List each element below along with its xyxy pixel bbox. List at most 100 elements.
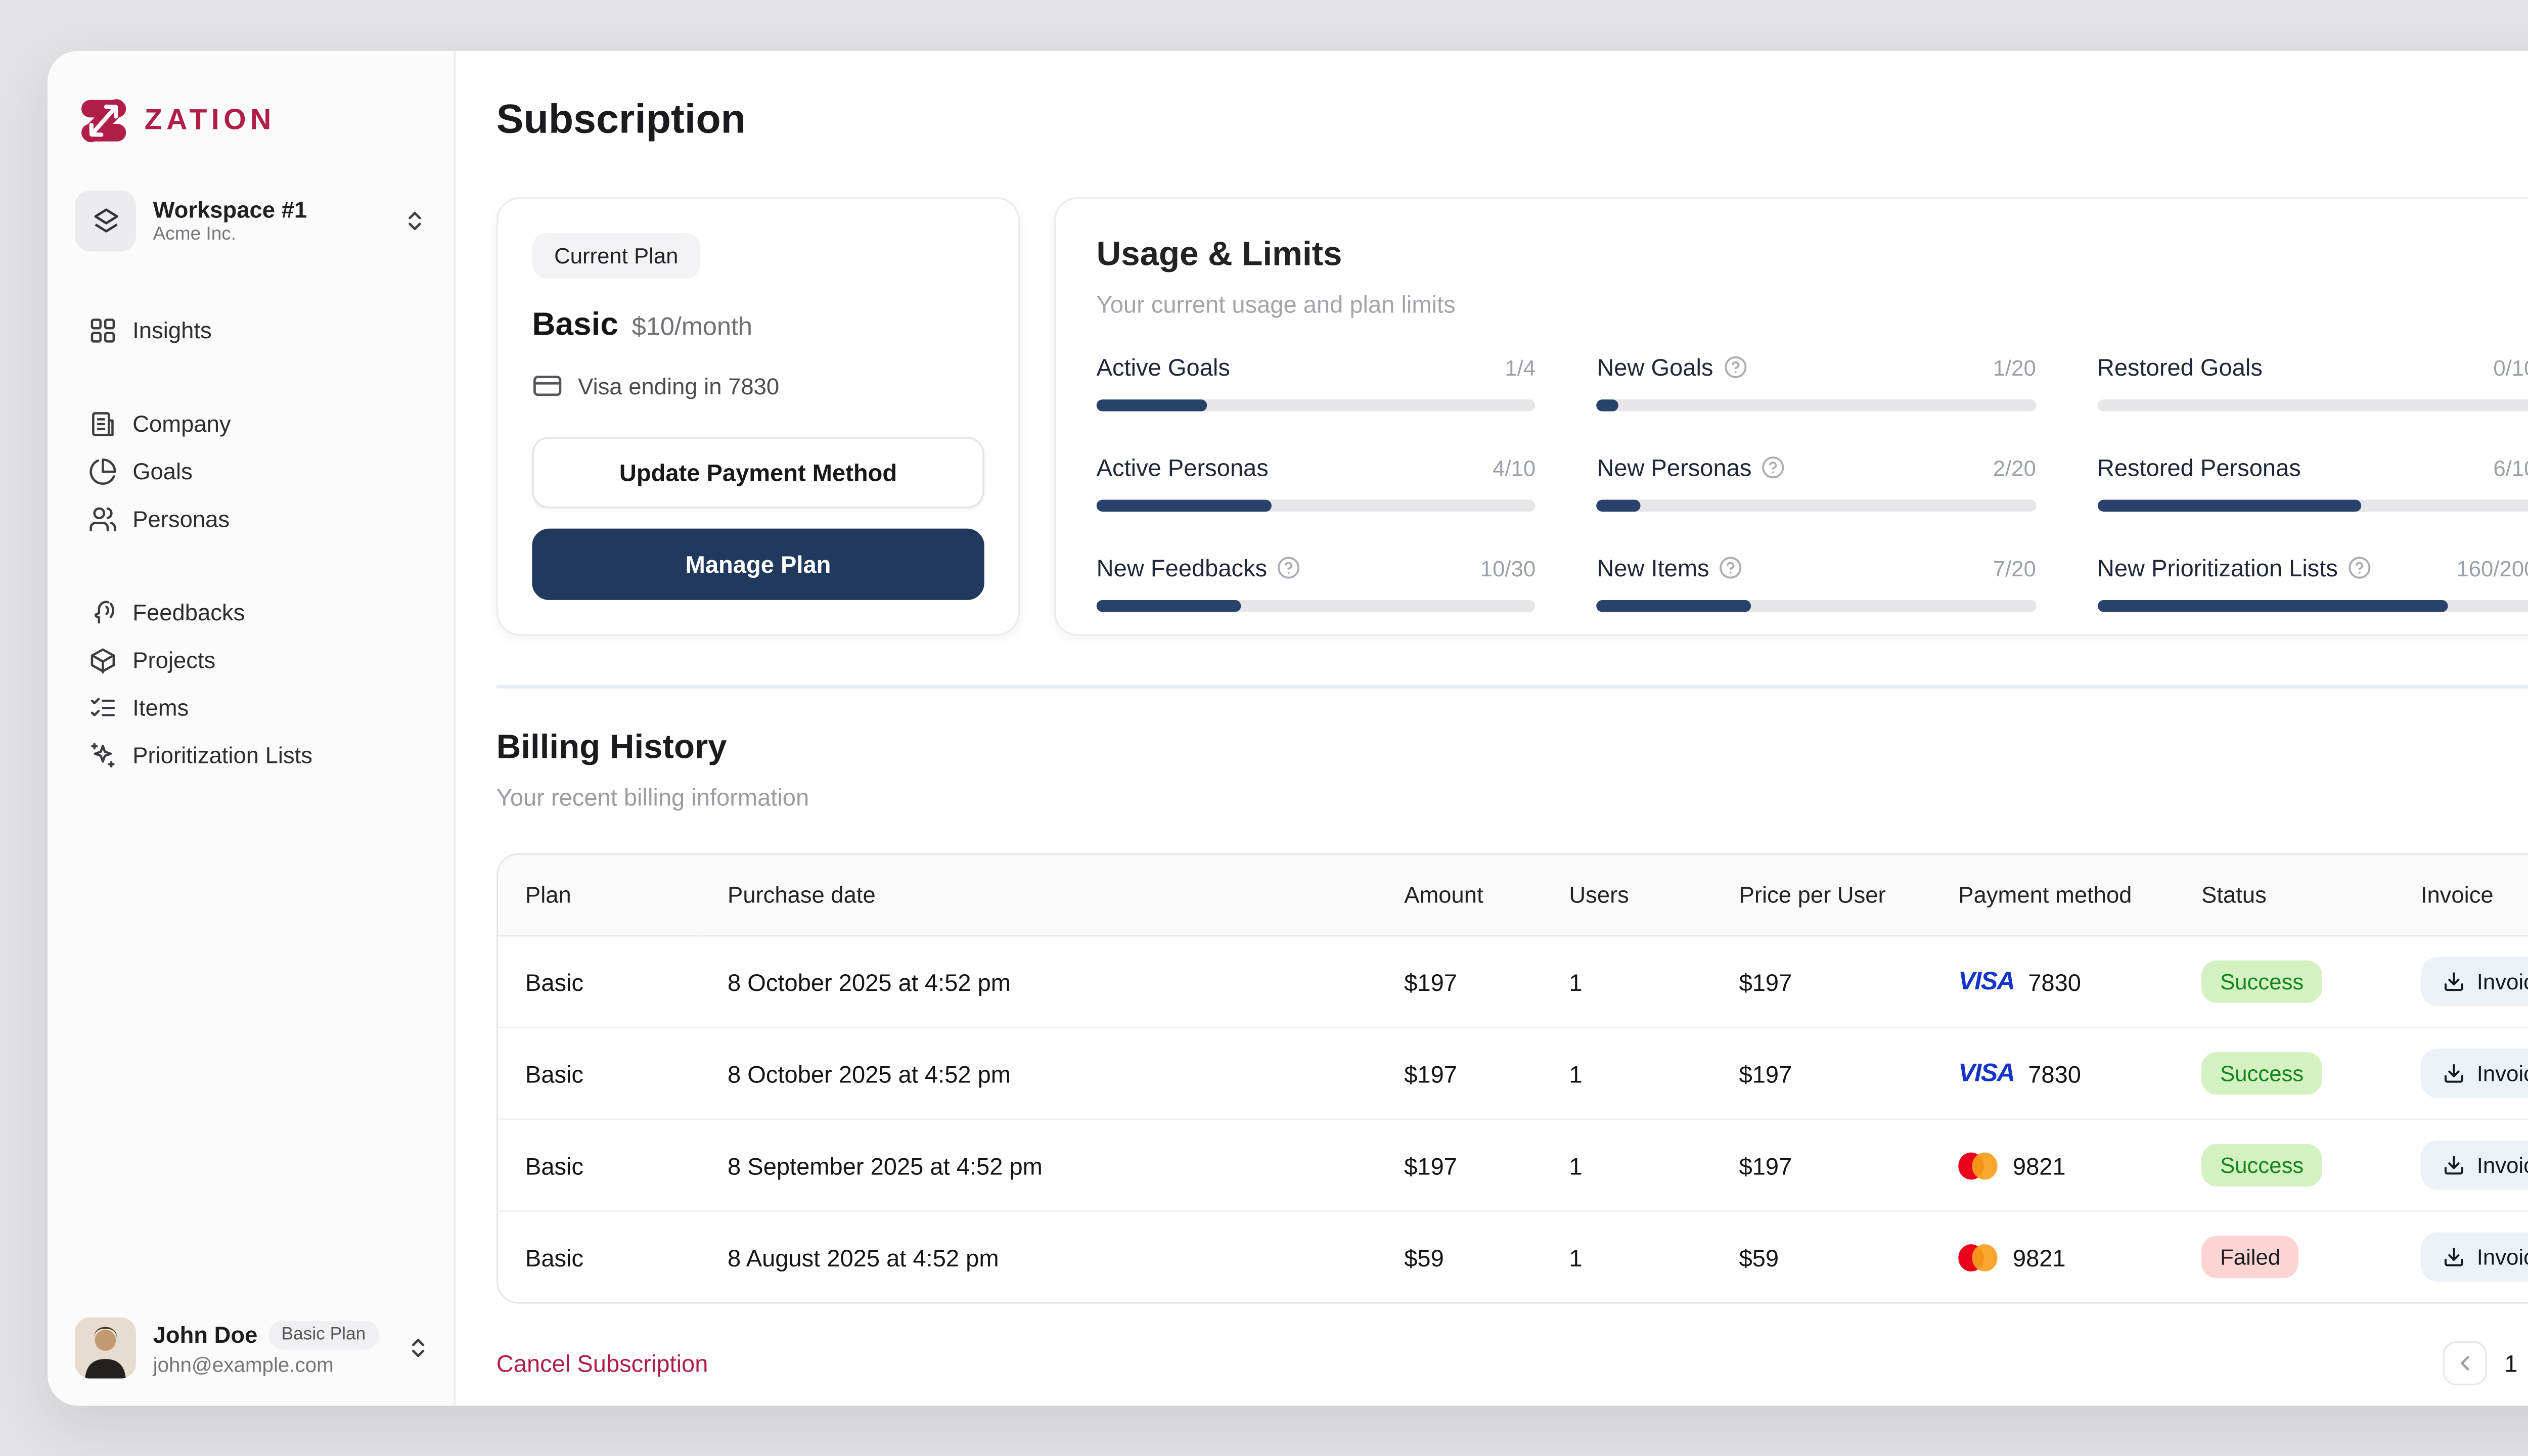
- cell-users: 1: [1542, 1026, 1712, 1119]
- plan-price: $10/month: [631, 312, 753, 342]
- cell-date: 8 October 2025 at 4:52 pm: [700, 1026, 1377, 1119]
- zation-logo-icon: [81, 99, 126, 143]
- cell-plan: Basic: [498, 1026, 701, 1119]
- cell-date: 8 October 2025 at 4:52 pm: [700, 936, 1377, 1027]
- credit-card-icon: [533, 376, 562, 396]
- sidebar-item-prioritization-lists[interactable]: Prioritization Lists: [75, 731, 430, 779]
- cell-users: 1: [1542, 1118, 1712, 1210]
- section-divider: [496, 685, 2528, 689]
- nav-label: Projects: [132, 647, 216, 672]
- usage-metric: Restored Goals 0/10: [2097, 353, 2528, 412]
- invoice-button[interactable]: Invoice: [2420, 1141, 2528, 1190]
- nav-label: Feedbacks: [132, 599, 245, 625]
- layers-icon: [74, 190, 136, 252]
- workspace-name: Workspace #1: [153, 197, 307, 223]
- help-icon[interactable]: [1277, 556, 1301, 579]
- invoice-button[interactable]: Invoice: [2420, 1049, 2528, 1099]
- brand-name: ZATION: [144, 104, 276, 136]
- help-icon[interactable]: [1720, 556, 1743, 579]
- cell-amount: $197: [1377, 1026, 1542, 1119]
- brand-logo: ZATION: [78, 95, 430, 146]
- nav-label: Insights: [132, 317, 212, 343]
- card-last4: 7830: [2028, 968, 2081, 995]
- cell-payment-method: VISA 7830: [1958, 1028, 2160, 1118]
- visa-logo: VISA: [1958, 967, 2015, 996]
- progress-bar: [1597, 600, 2036, 612]
- visa-logo: VISA: [1958, 1059, 2015, 1088]
- sidebar-item-insights[interactable]: Insights: [75, 306, 430, 353]
- sidebar-item-projects[interactable]: Projects: [75, 635, 430, 683]
- metric-value: 1/20: [1993, 354, 2036, 380]
- help-icon[interactable]: [1762, 456, 1786, 479]
- cell-payment-method: VISA 9821: [1958, 1212, 2160, 1302]
- card-last4: 9821: [2012, 1243, 2066, 1271]
- current-plan-badge: Current Plan: [532, 233, 701, 279]
- user-menu[interactable]: John Doe Basic Plan john@example.com: [74, 1314, 430, 1382]
- nav-label: Personas: [132, 506, 230, 531]
- manage-plan-button[interactable]: Manage Plan: [532, 528, 984, 600]
- sidebar-nav: Insights Company Goals: [75, 306, 430, 824]
- metric-label: Active Personas: [1096, 453, 1269, 481]
- user-email: john@example.com: [153, 1352, 334, 1376]
- status-badge: Success: [2201, 960, 2323, 1003]
- metric-label: Active Goals: [1096, 353, 1230, 381]
- billing-history-title: Billing History: [496, 729, 727, 767]
- help-icon[interactable]: [2348, 556, 2372, 579]
- list-checks-icon: [91, 697, 115, 716]
- cell-price-per-user: $59: [1711, 1210, 1931, 1302]
- cell-amount: $197: [1377, 936, 1542, 1027]
- cell-price-per-user: $197: [1711, 936, 1931, 1027]
- metric-value: 2/20: [1993, 454, 2036, 480]
- metric-label: Restored Personas: [2097, 453, 2301, 481]
- cancel-subscription-link[interactable]: Cancel Subscription: [496, 1349, 708, 1377]
- status-badge: Success: [2201, 1144, 2323, 1187]
- page-title: Subscription: [496, 97, 746, 143]
- sidebar-item-personas[interactable]: Personas: [75, 494, 430, 542]
- usage-limits-card: Usage & Limits Your current usage and pl…: [1054, 197, 2528, 636]
- help-icon[interactable]: [1724, 355, 1747, 379]
- sidebar-item-items[interactable]: Items: [75, 684, 430, 731]
- table-row: Basic 8 September 2025 at 4:52 pm $197 1…: [498, 1118, 2528, 1210]
- progress-bar: [1597, 499, 2036, 512]
- nav-label: Items: [132, 694, 189, 720]
- progress-bar: [2097, 399, 2528, 412]
- progress-bar: [1597, 399, 2036, 412]
- usage-metric: New Prioritization Lists 160/200: [2097, 554, 2528, 612]
- download-icon: [2444, 1156, 2463, 1175]
- col-status: Status: [2174, 855, 2394, 937]
- billing-table: Plan Purchase date Amount Users Price pe…: [496, 853, 2528, 1304]
- sidebar-item-goals[interactable]: Goals: [75, 447, 430, 494]
- workspace-switcher[interactable]: Workspace #1 Acme Inc.: [74, 187, 430, 255]
- invoice-button[interactable]: Invoice: [2420, 957, 2528, 1007]
- sidebar-item-feedbacks[interactable]: Feedbacks: [75, 588, 430, 635]
- grid-icon: [91, 317, 115, 342]
- cell-payment-method: VISA 9821: [1958, 1120, 2160, 1210]
- cell-plan: Basic: [498, 1210, 701, 1302]
- col-price-per-user: Price per User: [1711, 855, 1931, 937]
- usage-metric: New Items 7/20: [1597, 554, 2036, 612]
- main-content: Subscription Current Plan Basic $10/mont…: [456, 51, 2528, 1406]
- metric-value: 160/200: [2456, 555, 2528, 581]
- table-row: Basic 8 August 2025 at 4:52 pm $59 1 $59…: [498, 1210, 2528, 1302]
- usage-metric: Active Goals 1/4: [1096, 353, 1536, 412]
- metric-label: Restored Goals: [2097, 353, 2263, 381]
- metric-value: 6/10: [2493, 454, 2528, 480]
- cell-date: 8 August 2025 at 4:52 pm: [700, 1210, 1377, 1302]
- metric-value: 10/30: [1480, 555, 1536, 581]
- sidebar-item-company[interactable]: Company: [75, 399, 430, 447]
- card-last4: 7830: [2028, 1060, 2081, 1087]
- invoice-button[interactable]: Invoice: [2420, 1232, 2528, 1282]
- user-plan-badge: Basic Plan: [267, 1320, 380, 1349]
- usage-metric: Active Personas 4/10: [1096, 453, 1536, 512]
- usage-metric: New Personas 2/20: [1597, 454, 2036, 512]
- metric-label: New Feedbacks: [1096, 554, 1268, 581]
- update-payment-button[interactable]: Update Payment Method: [532, 437, 984, 509]
- mastercard-icon: [1958, 1151, 1999, 1179]
- metric-value: 4/10: [1493, 454, 1536, 480]
- previous-page-button[interactable]: [2443, 1341, 2488, 1386]
- cell-users: 1: [1542, 1210, 1712, 1302]
- col-invoice: Invoice: [2394, 855, 2528, 937]
- usage-metric: Restored Personas 6/10: [2097, 454, 2528, 512]
- table-row: Basic 8 October 2025 at 4:52 pm $197 1 $…: [498, 936, 2528, 1027]
- workspace-company: Acme Inc.: [153, 224, 237, 245]
